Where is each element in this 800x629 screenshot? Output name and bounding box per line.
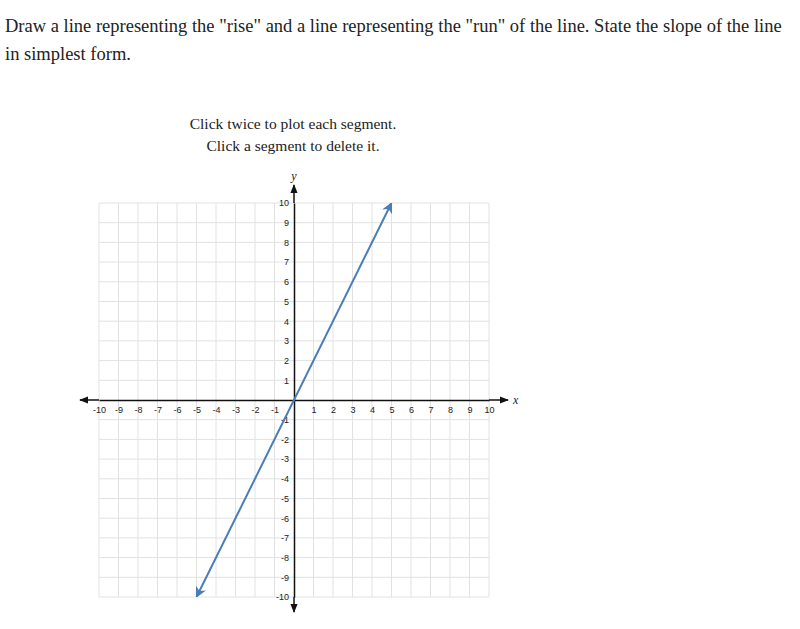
plot-area bbox=[197, 203, 392, 597]
x-tick: 4 bbox=[370, 400, 375, 415]
y-axis-label: y bbox=[290, 169, 297, 183]
grid bbox=[99, 203, 489, 597]
x-tick-label: -9 bbox=[115, 405, 123, 415]
y-tick: -9 bbox=[281, 573, 294, 583]
x-axis-label: x bbox=[512, 393, 519, 407]
y-tick: -2 bbox=[281, 435, 294, 445]
y-tick-label: 10 bbox=[279, 198, 289, 208]
x-tick: 3 bbox=[350, 400, 355, 415]
x-tick-label: -10 bbox=[93, 405, 106, 415]
y-tick-label: 9 bbox=[284, 218, 289, 228]
axis-arrow bbox=[80, 399, 99, 401]
y-tick: -6 bbox=[281, 514, 294, 524]
y-tick-label: 5 bbox=[284, 297, 289, 307]
y-tick-label: -8 bbox=[281, 553, 289, 563]
x-tick: -4 bbox=[212, 400, 220, 415]
x-tick-label: 6 bbox=[409, 405, 414, 415]
y-tick-label: -10 bbox=[276, 592, 289, 602]
x-tick-label: -2 bbox=[251, 405, 259, 415]
x-tick-label: 1 bbox=[311, 405, 316, 415]
x-tick-label: 5 bbox=[389, 405, 394, 415]
y-tick-label: -2 bbox=[281, 435, 289, 445]
line bbox=[197, 203, 392, 597]
y-tick: -4 bbox=[281, 474, 294, 484]
y-tick: -3 bbox=[281, 454, 294, 464]
x-tick-label: 4 bbox=[370, 405, 375, 415]
y-tick: -5 bbox=[281, 494, 294, 504]
y-tick: 3 bbox=[284, 336, 294, 346]
x-tick-label: 9 bbox=[467, 405, 472, 415]
y-tick-label: -7 bbox=[281, 533, 289, 543]
x-tick: -9 bbox=[115, 400, 123, 415]
x-tick-label: -6 bbox=[173, 405, 181, 415]
instruction: Click twice to plot each segment. bbox=[190, 115, 397, 132]
y-tick-label: 4 bbox=[284, 317, 289, 327]
question: Draw a line representing the "rise" and … bbox=[5, 12, 785, 68]
x-tick: -8 bbox=[134, 400, 142, 415]
x-tick-label: -7 bbox=[154, 405, 162, 415]
x-tick: 10 bbox=[484, 400, 494, 415]
y-tick-label: -3 bbox=[281, 454, 289, 464]
axis-arrows bbox=[80, 185, 508, 612]
x-tick: 5 bbox=[389, 400, 394, 415]
y-tick-label: -6 bbox=[281, 514, 289, 524]
x-tick-label: 10 bbox=[484, 405, 494, 415]
y-tick-label: -4 bbox=[281, 474, 289, 484]
x-tick-label: -5 bbox=[193, 405, 201, 415]
x-tick: -1 bbox=[271, 400, 279, 415]
y-tick-label: 3 bbox=[284, 336, 289, 346]
y-tick: 4 bbox=[284, 317, 294, 327]
axis-arrow bbox=[489, 399, 508, 401]
y-tick: -10 bbox=[276, 592, 294, 602]
y-tick: 6 bbox=[284, 277, 294, 287]
y-tick: -8 bbox=[281, 553, 294, 563]
y-tick: 1 bbox=[284, 376, 294, 386]
x-tick-label: -8 bbox=[134, 405, 142, 415]
instruction: Click a segment to delete it. bbox=[206, 137, 379, 154]
y-tick: 10 bbox=[279, 198, 294, 208]
x-tick: 8 bbox=[448, 400, 453, 415]
x-tick-label: 3 bbox=[350, 405, 355, 415]
x-tick: -3 bbox=[232, 400, 240, 415]
x-tick-label: -4 bbox=[212, 405, 220, 415]
y-tick-label: 6 bbox=[284, 277, 289, 287]
x-tick-label: 2 bbox=[331, 405, 336, 415]
y-tick: 2 bbox=[284, 356, 294, 366]
x-tick: 1 bbox=[311, 400, 316, 415]
x-tick: 7 bbox=[428, 400, 433, 415]
y-tick: 7 bbox=[284, 257, 294, 267]
x-tick-label: 7 bbox=[428, 405, 433, 415]
x-tick: 6 bbox=[409, 400, 414, 415]
x-tick: 2 bbox=[331, 400, 336, 415]
x-tick: -10 bbox=[93, 400, 106, 415]
y-tick: -7 bbox=[281, 533, 294, 543]
y-tick: 9 bbox=[284, 218, 294, 228]
y-tick-label: 7 bbox=[284, 257, 289, 267]
x-tick: -6 bbox=[173, 400, 181, 415]
y-tick-label: -5 bbox=[281, 494, 289, 504]
x-tick: 9 bbox=[467, 400, 472, 415]
y-tick-label: 1 bbox=[284, 376, 289, 386]
x-tick: -2 bbox=[251, 400, 259, 415]
x-tick-label: 8 bbox=[448, 405, 453, 415]
y-tick: 8 bbox=[284, 238, 294, 248]
x-tick: -7 bbox=[154, 400, 162, 415]
instructions: Click twice to plot each segment. Click a… bbox=[190, 115, 397, 154]
y-tick-label: 2 bbox=[284, 356, 289, 366]
y-axis: -10-9-8-7-6-5-4-3-2-112345678910 bbox=[276, 198, 295, 602]
y-tick-label: 8 bbox=[284, 238, 289, 248]
axis-arrow bbox=[293, 185, 295, 203]
y-tick-label: -9 bbox=[281, 573, 289, 583]
x-tick: -5 bbox=[193, 400, 201, 415]
y-tick: 5 bbox=[284, 297, 294, 307]
x-tick-label: -3 bbox=[232, 405, 240, 415]
chart: Click twice to plot each segment. Click a… bbox=[0, 0, 800, 629]
axis-arrow bbox=[293, 597, 295, 612]
x-tick-label: -1 bbox=[271, 405, 279, 415]
